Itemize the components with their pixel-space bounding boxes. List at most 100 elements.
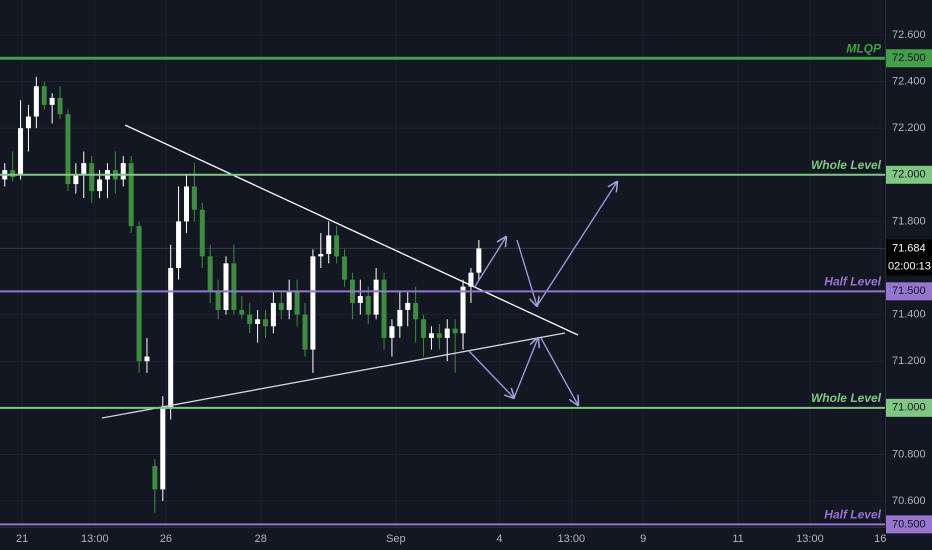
candle-body	[10, 170, 16, 178]
candle-body	[286, 291, 292, 310]
candle-body	[239, 309, 245, 315]
candle-body	[468, 272, 474, 287]
candle-body	[428, 333, 434, 338]
candle-body	[215, 291, 221, 310]
candle-body	[81, 163, 87, 175]
candle-body	[263, 319, 268, 327]
candle-body	[389, 326, 395, 338]
level-name: MLQP	[846, 41, 882, 55]
drawings	[101, 124, 617, 419]
y-tick-label: 71.400	[892, 309, 926, 321]
candle-body	[365, 295, 371, 315]
last-price-tag	[886, 239, 932, 276]
arrow	[536, 182, 617, 307]
level-name: Half Level	[824, 508, 881, 522]
trend-line	[124, 124, 579, 336]
y-tick-label: 70.600	[892, 495, 926, 507]
level-name: Whole Level	[811, 158, 882, 172]
candle-body	[381, 279, 387, 338]
candle-body	[160, 407, 166, 490]
countdown: 02:00:13	[888, 260, 931, 272]
candle-body	[41, 86, 47, 105]
level-tag	[886, 282, 932, 301]
x-tick-label: 13:00	[796, 533, 824, 545]
candle-body	[176, 221, 182, 269]
candle-body	[444, 328, 450, 338]
level-tag-label: 72.500	[892, 52, 926, 64]
candle-body	[310, 256, 316, 350]
x-tick-label: 13:00	[81, 533, 109, 545]
y-tick-label: 71.200	[892, 355, 926, 367]
candle-body	[89, 163, 95, 192]
level-tag-label: 72.000	[892, 169, 926, 181]
candle-body	[57, 97, 63, 115]
level-tag-label: 70.500	[892, 518, 926, 530]
candle-body	[207, 256, 213, 292]
y-tick-label: 70.800	[892, 448, 926, 460]
time-axis	[0, 527, 886, 550]
candle-body	[247, 314, 253, 324]
y-tick-label: 72.200	[892, 122, 926, 134]
candle-body	[318, 254, 324, 257]
level-tag	[886, 398, 932, 417]
candle-body	[421, 319, 427, 338]
candle-body	[342, 256, 348, 280]
candle-body	[452, 328, 458, 334]
candle-body	[231, 263, 237, 310]
arrow	[540, 337, 578, 405]
candle-body	[476, 248, 482, 273]
candle-body	[357, 295, 363, 303]
x-tick-label: 9	[640, 533, 646, 545]
x-tick-label: 4	[496, 533, 502, 545]
candle-body	[223, 263, 229, 310]
candle-body	[18, 128, 24, 175]
candle-body	[120, 163, 126, 180]
x-tick-label: 13:00	[558, 533, 586, 545]
candle-body	[405, 302, 411, 310]
candle-body	[128, 163, 134, 227]
candle-body	[255, 319, 261, 324]
level-tag-label: 71.000	[892, 402, 926, 414]
x-tick-label: 28	[255, 533, 267, 545]
level-tag	[886, 165, 932, 184]
candle-body	[191, 186, 197, 210]
level-name: Whole Level	[811, 391, 882, 405]
candle-body	[397, 309, 403, 327]
candle-body	[278, 302, 284, 310]
candle-body	[413, 302, 419, 320]
level-tag	[886, 49, 932, 68]
candle-body	[460, 286, 466, 334]
candle-body	[33, 86, 39, 117]
x-tick-label: 26	[160, 533, 172, 545]
arrow	[467, 349, 514, 398]
candle-body	[97, 179, 103, 192]
arrow	[473, 237, 506, 289]
candle-body	[373, 279, 379, 315]
arrow	[516, 239, 537, 306]
candle-body	[436, 333, 442, 338]
x-tick-label: 21	[16, 533, 28, 545]
candle-body	[73, 174, 79, 185]
x-tick-label: 11	[732, 533, 743, 545]
candle-body	[326, 235, 332, 255]
candle-body	[65, 114, 71, 185]
candle-body	[144, 356, 150, 362]
candle-body	[199, 209, 205, 257]
candle-body	[152, 466, 158, 490]
candle-body	[334, 235, 340, 257]
candle-body	[49, 97, 55, 105]
level-tag	[886, 515, 932, 534]
candle-body	[270, 302, 276, 327]
arrow	[513, 338, 538, 399]
y-tick-label: 72.600	[892, 29, 926, 41]
candle-body	[168, 268, 174, 408]
candle-body	[294, 291, 300, 315]
y-tick-label: 71.800	[892, 215, 926, 227]
candle-body	[25, 116, 31, 129]
x-tick-label: 16	[874, 533, 886, 545]
candle-body	[302, 314, 308, 350]
candle-body	[183, 186, 189, 222]
y-tick-label: 72.400	[892, 75, 926, 87]
